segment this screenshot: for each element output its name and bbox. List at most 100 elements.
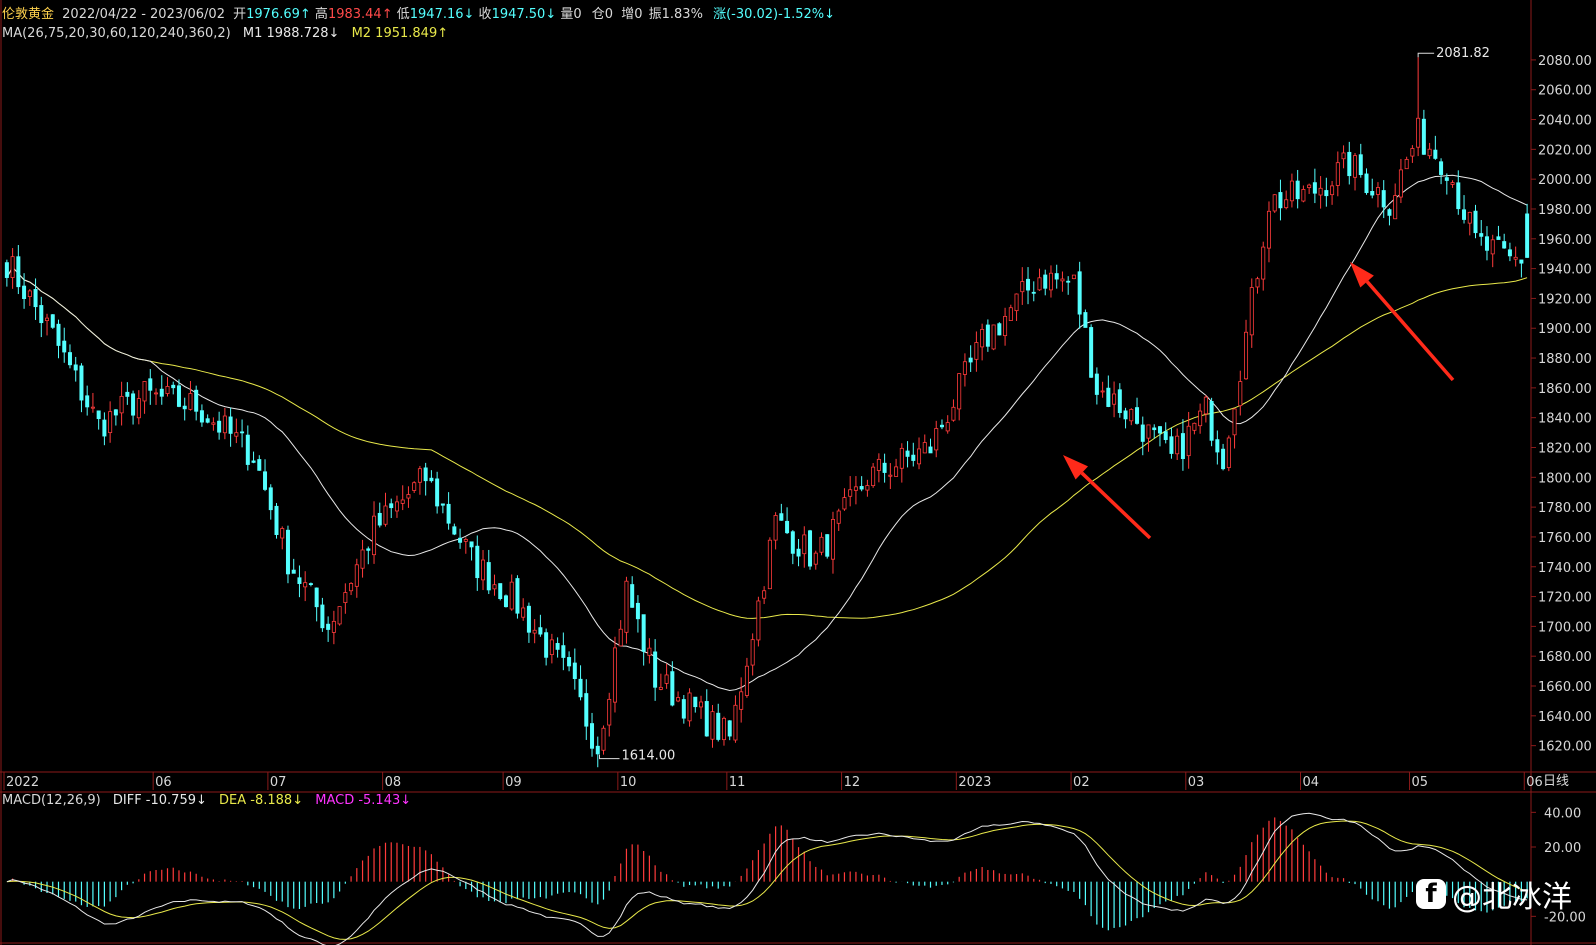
candle bbox=[429, 470, 434, 483]
candle-body bbox=[228, 416, 233, 434]
candle-body bbox=[813, 552, 818, 565]
candle-body bbox=[50, 314, 55, 328]
candle bbox=[980, 323, 985, 361]
candle-body bbox=[1301, 189, 1306, 202]
candle-body bbox=[469, 541, 474, 548]
candle-body bbox=[509, 581, 514, 610]
candle bbox=[1416, 57, 1421, 157]
candle-body bbox=[234, 432, 239, 437]
candle bbox=[1398, 158, 1403, 204]
candle-body bbox=[102, 419, 107, 437]
candle-body bbox=[802, 534, 807, 555]
date-tick-label: 11 bbox=[729, 775, 746, 790]
candle-body bbox=[372, 515, 377, 556]
high-value: 1983.44↑ bbox=[328, 7, 393, 22]
candle bbox=[320, 597, 325, 632]
candle-body bbox=[917, 448, 922, 465]
candle bbox=[1490, 234, 1495, 268]
date-tick-label: 2023 bbox=[958, 775, 991, 790]
candle-body bbox=[572, 662, 577, 680]
candle-body bbox=[561, 645, 566, 658]
candle-body bbox=[1249, 287, 1254, 336]
candle bbox=[1066, 276, 1071, 295]
candle-body bbox=[1467, 211, 1472, 224]
candle-body bbox=[1031, 291, 1036, 294]
candle bbox=[1008, 304, 1013, 321]
candle bbox=[22, 273, 27, 309]
candle bbox=[991, 324, 996, 351]
candle-body bbox=[492, 584, 497, 590]
candle bbox=[1077, 261, 1082, 329]
candle-body bbox=[1094, 373, 1099, 395]
candle bbox=[1209, 397, 1214, 447]
date-tick-label: 07 bbox=[270, 775, 287, 790]
candle-body bbox=[16, 256, 21, 288]
candle bbox=[721, 716, 726, 746]
candle-body bbox=[1284, 199, 1289, 209]
candle-body bbox=[1381, 190, 1386, 208]
macd-tick-label: 40.00 bbox=[1544, 806, 1581, 821]
candle-body bbox=[951, 406, 956, 421]
candle-body bbox=[842, 497, 847, 510]
date-tick-label: 02 bbox=[1073, 775, 1090, 790]
candle-body bbox=[1456, 182, 1461, 210]
candle bbox=[331, 610, 336, 645]
candle-body bbox=[1106, 387, 1111, 407]
candle-body bbox=[905, 450, 910, 457]
ma-line-info: MA(26,75,20,30,60,120,240,360,2) M1 1988… bbox=[2, 26, 448, 41]
ma-m2-value: M2 1951.849↑ bbox=[352, 26, 449, 41]
candle bbox=[733, 695, 738, 743]
candle bbox=[492, 574, 497, 596]
candle-body bbox=[45, 317, 50, 322]
candle-body bbox=[291, 569, 296, 574]
candle bbox=[326, 616, 331, 642]
candle-body bbox=[922, 442, 927, 454]
candle bbox=[819, 532, 824, 556]
candle-body bbox=[1008, 307, 1013, 321]
candle bbox=[1462, 195, 1467, 224]
candle-body bbox=[280, 528, 285, 539]
arrow-march-low bbox=[1063, 455, 1152, 540]
candle-body bbox=[498, 583, 503, 600]
candle bbox=[1307, 183, 1312, 194]
close-value: 1947.50↓ bbox=[492, 7, 557, 22]
candle-body bbox=[1066, 280, 1071, 283]
candle bbox=[33, 278, 38, 320]
candle bbox=[790, 530, 795, 565]
price-tick-label: 2060.00 bbox=[1538, 84, 1592, 99]
price-marks: 2081.82 1614.00 bbox=[599, 46, 1490, 764]
candle-body bbox=[957, 373, 962, 410]
candle-body bbox=[1140, 424, 1145, 442]
candle bbox=[182, 397, 187, 421]
candle bbox=[1375, 182, 1380, 208]
candle bbox=[1318, 176, 1323, 209]
candle-body bbox=[1450, 182, 1455, 185]
candle bbox=[171, 381, 176, 395]
candle bbox=[509, 574, 514, 611]
volume: 量0 bbox=[560, 7, 581, 22]
candle bbox=[16, 245, 21, 295]
candle-body bbox=[888, 474, 893, 477]
price-tick-label: 1640.00 bbox=[1538, 710, 1592, 725]
low-value: 1947.16↓ bbox=[410, 7, 475, 22]
open-label: 开 bbox=[233, 7, 246, 22]
candle bbox=[1140, 416, 1145, 456]
candle-body bbox=[767, 539, 772, 590]
price-tick-label: 1680.00 bbox=[1538, 650, 1592, 665]
candle-body bbox=[865, 485, 870, 491]
candle bbox=[1180, 419, 1185, 471]
period-label[interactable]: 日线 bbox=[1543, 774, 1569, 789]
candle-body bbox=[1525, 213, 1530, 258]
candle-body bbox=[389, 503, 394, 509]
candle-body bbox=[481, 559, 486, 581]
candle bbox=[222, 407, 227, 440]
candle bbox=[1238, 370, 1243, 416]
candle bbox=[687, 688, 692, 727]
candle-body bbox=[1192, 422, 1197, 431]
candle-body bbox=[670, 671, 675, 706]
candle bbox=[1484, 226, 1489, 261]
candle bbox=[498, 583, 503, 601]
price-tick-label: 1760.00 bbox=[1538, 531, 1592, 546]
candle bbox=[928, 438, 933, 454]
